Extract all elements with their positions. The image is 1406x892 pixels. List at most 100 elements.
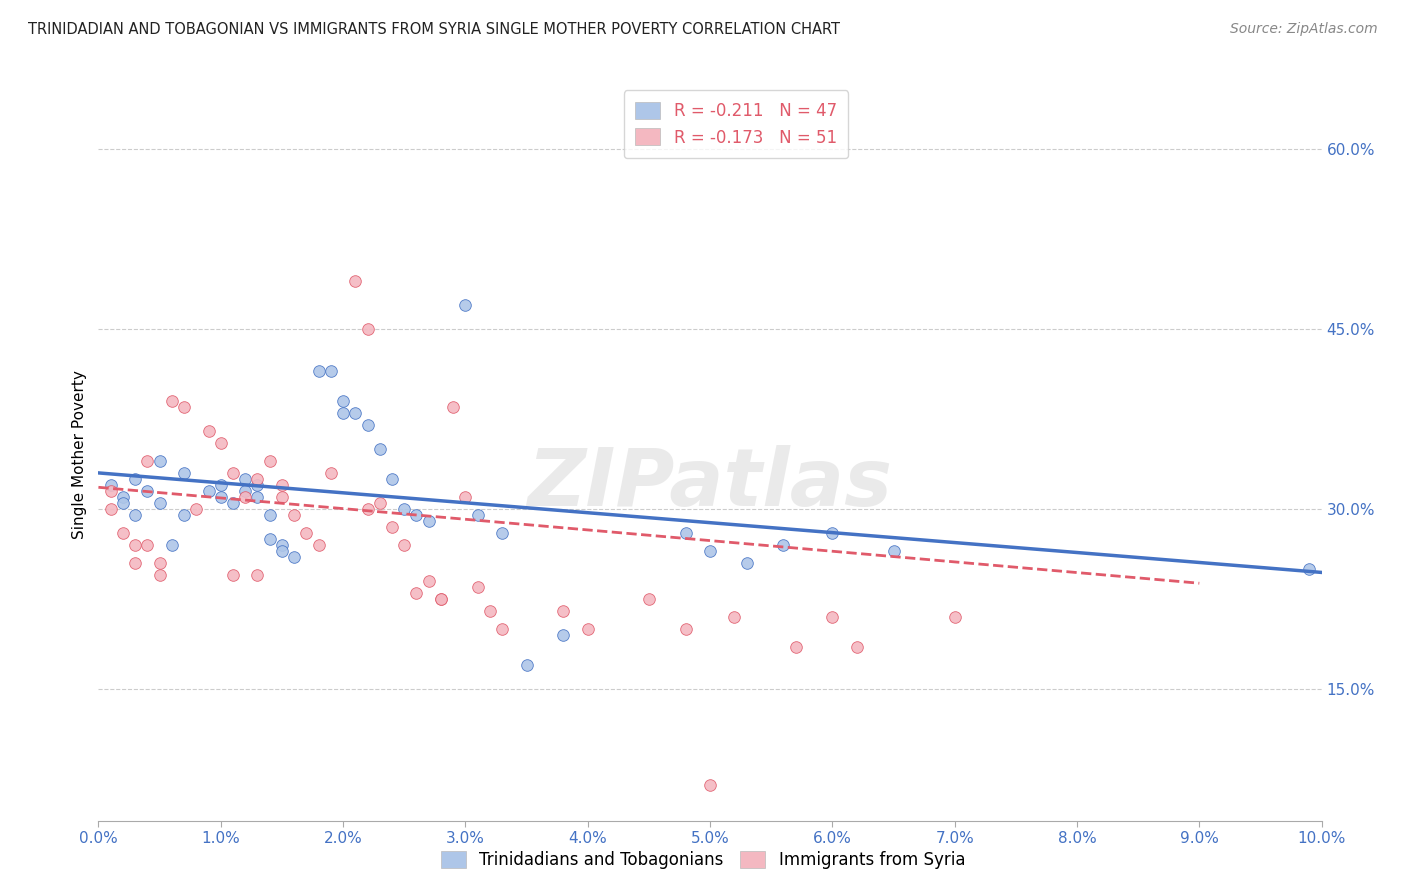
Point — [772, 538, 794, 552]
Point — [100, 501, 122, 516]
Point — [785, 640, 807, 654]
Point — [430, 591, 453, 606]
Point — [454, 298, 477, 312]
Point — [699, 544, 721, 558]
Point — [283, 508, 305, 522]
Point — [136, 538, 159, 552]
Point — [392, 501, 416, 516]
Point — [344, 406, 367, 420]
Point — [381, 520, 404, 534]
Point — [441, 400, 464, 414]
Point — [308, 364, 330, 378]
Point — [467, 580, 489, 594]
Point — [209, 436, 232, 450]
Point — [270, 478, 292, 492]
Point — [332, 394, 354, 409]
Point — [943, 609, 966, 624]
Point — [319, 364, 342, 378]
Point — [553, 604, 575, 618]
Point — [454, 490, 477, 504]
Point — [405, 586, 427, 600]
Point — [270, 544, 292, 558]
Point — [209, 490, 232, 504]
Point — [270, 490, 292, 504]
Point — [233, 472, 256, 486]
Point — [186, 501, 208, 516]
Point — [136, 454, 159, 468]
Point — [100, 478, 122, 492]
Point — [418, 514, 440, 528]
Point — [111, 496, 134, 510]
Point — [173, 400, 195, 414]
Point — [699, 778, 721, 792]
Point — [295, 525, 318, 540]
Point — [173, 508, 195, 522]
Point — [675, 622, 697, 636]
Point — [368, 496, 391, 510]
Point — [149, 454, 172, 468]
Point — [478, 604, 501, 618]
Point — [209, 478, 232, 492]
Point — [246, 478, 269, 492]
Point — [233, 490, 256, 504]
Point — [467, 508, 489, 522]
Point — [100, 483, 122, 498]
Point — [637, 591, 661, 606]
Point — [149, 556, 172, 570]
Point — [418, 574, 440, 588]
Point — [356, 501, 378, 516]
Point — [259, 454, 281, 468]
Point — [197, 483, 219, 498]
Point — [845, 640, 868, 654]
Text: TRINIDADIAN AND TOBAGONIAN VS IMMIGRANTS FROM SYRIA SINGLE MOTHER POVERTY CORREL: TRINIDADIAN AND TOBAGONIAN VS IMMIGRANTS… — [28, 22, 841, 37]
Point — [332, 406, 354, 420]
Point — [723, 609, 745, 624]
Point — [516, 657, 538, 672]
Point — [246, 567, 269, 582]
Point — [222, 496, 245, 510]
Point — [576, 622, 599, 636]
Y-axis label: Single Mother Poverty: Single Mother Poverty — [72, 370, 87, 540]
Point — [675, 525, 697, 540]
Point — [197, 424, 219, 438]
Point — [368, 442, 391, 456]
Point — [173, 466, 195, 480]
Point — [124, 508, 146, 522]
Point — [160, 538, 183, 552]
Text: Source: ZipAtlas.com: Source: ZipAtlas.com — [1230, 22, 1378, 37]
Point — [392, 538, 416, 552]
Point — [222, 466, 245, 480]
Point — [160, 394, 183, 409]
Point — [149, 567, 172, 582]
Point — [259, 532, 281, 546]
Legend: Trinidadians and Tobagonians, Immigrants from Syria: Trinidadians and Tobagonians, Immigrants… — [430, 841, 976, 880]
Point — [735, 556, 758, 570]
Point — [1298, 562, 1320, 576]
Point — [270, 538, 292, 552]
Point — [356, 322, 378, 336]
Point — [883, 544, 905, 558]
Legend: R = -0.211   N = 47, R = -0.173   N = 51: R = -0.211 N = 47, R = -0.173 N = 51 — [624, 90, 848, 158]
Point — [319, 466, 342, 480]
Point — [124, 472, 146, 486]
Text: ZIPatlas: ZIPatlas — [527, 445, 893, 524]
Point — [308, 538, 330, 552]
Point — [259, 508, 281, 522]
Point — [491, 525, 513, 540]
Point — [430, 591, 453, 606]
Point — [233, 483, 256, 498]
Point — [356, 417, 378, 432]
Point — [136, 483, 159, 498]
Point — [246, 472, 269, 486]
Point — [149, 496, 172, 510]
Point — [124, 538, 146, 552]
Point — [821, 609, 844, 624]
Point — [111, 525, 134, 540]
Point — [222, 567, 245, 582]
Point — [124, 556, 146, 570]
Point — [246, 490, 269, 504]
Point — [283, 549, 305, 564]
Point — [405, 508, 427, 522]
Point — [553, 628, 575, 642]
Point — [344, 274, 367, 288]
